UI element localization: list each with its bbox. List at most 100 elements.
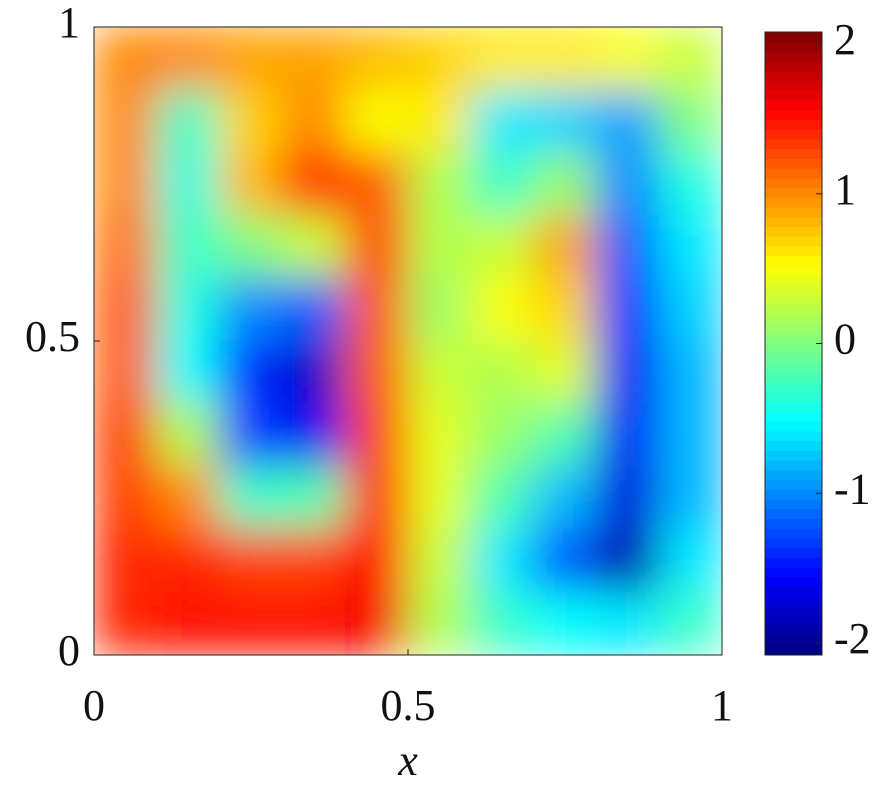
colorbar-swatch (765, 411, 822, 422)
colorbar-swatch (765, 489, 822, 500)
heat-cell (94, 152, 158, 216)
heat-cell (658, 27, 722, 91)
colorbar-swatch (765, 333, 822, 344)
heat-cell (407, 528, 472, 593)
colorbar-swatch (765, 255, 822, 266)
colorbar-swatch (765, 625, 822, 636)
colorbar-swatch (765, 362, 822, 374)
colorbar-swatch (765, 479, 822, 490)
colorbar-swatch (765, 498, 822, 510)
heat-cell (219, 89, 283, 154)
heat-cell (219, 27, 283, 91)
heat-cell (595, 27, 660, 91)
x-tick-label: 1 (711, 681, 733, 730)
heat-cell (595, 528, 660, 593)
heat-cell (156, 277, 221, 342)
colorbar-swatch (765, 275, 822, 286)
colorbar-swatch (765, 265, 822, 276)
colorbar-tick-label: -2 (834, 614, 871, 663)
colorbar-swatch (765, 304, 822, 315)
colorbar-swatch (765, 430, 822, 442)
heat-cell (219, 591, 283, 655)
colorbar-swatch (765, 440, 822, 451)
heat-cell (533, 528, 597, 593)
heat-cell (658, 466, 722, 530)
heat-cell (281, 27, 346, 91)
heat-cell (94, 340, 158, 405)
y-tick-label: 0 (58, 626, 80, 675)
colorbar-swatch (765, 216, 822, 227)
heat-cell (344, 27, 409, 91)
heat-cell (94, 214, 158, 279)
colorbar-swatch (765, 138, 822, 150)
heat-cell (156, 214, 221, 279)
heat-cell (595, 214, 660, 279)
colorbar-swatch (765, 90, 822, 101)
colorbar-swatch (765, 294, 822, 305)
heat-cell (407, 27, 472, 91)
heat-cell (281, 403, 346, 468)
heat-cell (595, 591, 660, 655)
heat-cell (344, 89, 409, 154)
colorbar-swatch (765, 284, 822, 296)
colorbar-swatch (765, 206, 822, 218)
heat-cell (407, 591, 472, 655)
heat-cell (219, 403, 283, 468)
colorbar-swatch (765, 557, 822, 568)
heat-cell (281, 214, 346, 279)
heat-cell (470, 27, 535, 91)
heat-cell (281, 89, 346, 154)
colorbar-swatch (765, 421, 822, 432)
colorbar-swatch (765, 596, 822, 607)
heat-cell (658, 591, 722, 655)
heat-cell (658, 152, 722, 216)
heat-cell (219, 277, 283, 342)
colorbar-swatch (765, 382, 822, 393)
colorbar-swatch (765, 158, 822, 169)
heat-cell (470, 340, 535, 405)
colorbar-swatch (765, 537, 822, 549)
heat-cell (281, 591, 346, 655)
colorbar-swatch (765, 567, 822, 578)
heat-cell (344, 277, 409, 342)
heat-cell (470, 214, 535, 279)
colorbar-swatch (765, 197, 822, 208)
heat-cell (407, 214, 472, 279)
colorbar-swatch (765, 576, 822, 588)
heat-cell (470, 277, 535, 342)
colorbar-swatch (765, 372, 822, 383)
heat-cell (281, 340, 346, 405)
heat-cell (94, 27, 158, 91)
colorbar-swatch (765, 460, 822, 471)
colorbar-swatch (765, 70, 822, 81)
colorbar-swatch (765, 109, 822, 120)
colorbar-tick-label: -1 (834, 464, 871, 513)
heat-cell (595, 89, 660, 154)
heat-cell (156, 89, 221, 154)
colorbar-swatch (765, 99, 822, 111)
colorbar-swatch (765, 31, 822, 43)
heat-cell (219, 340, 283, 405)
heat-cell (533, 403, 597, 468)
colorbar-swatch (765, 51, 822, 62)
colorbar-swatch (765, 635, 822, 646)
cells (94, 27, 722, 655)
colorbar-swatch (765, 119, 822, 130)
colorbar-tick-label: 1 (834, 165, 856, 214)
heat-cell (658, 528, 722, 593)
colorbar-swatch (765, 469, 822, 481)
heat-cell (533, 591, 597, 655)
heat-cell (156, 27, 221, 91)
colorbar-swatch (765, 401, 822, 412)
heat-cell (595, 466, 660, 530)
heat-cell (533, 340, 597, 405)
heat-cell (533, 152, 597, 216)
heat-cell (470, 89, 535, 154)
heat-cell (533, 214, 597, 279)
colorbar-swatch (765, 129, 822, 140)
heat-cell (407, 466, 472, 530)
colorbar-swatch (765, 518, 822, 529)
x-tick-label: 0 (83, 681, 105, 730)
heat-cell (658, 403, 722, 468)
colorbar-swatch (765, 586, 822, 597)
